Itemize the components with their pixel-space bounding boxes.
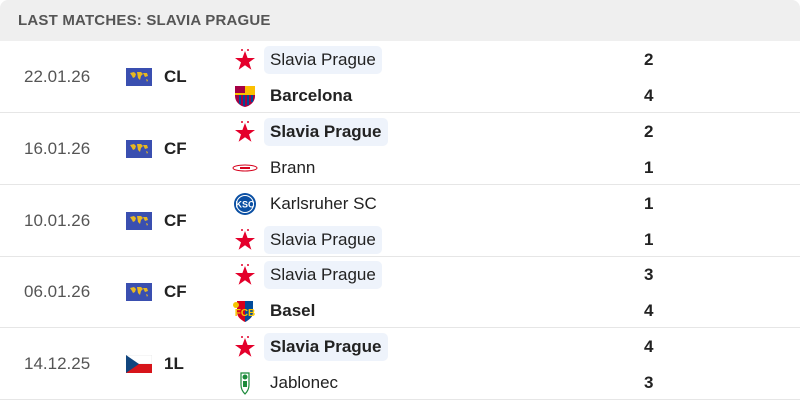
team-away: Brann 1	[232, 153, 792, 183]
team-name[interactable]: Jablonec	[270, 373, 339, 393]
team-name[interactable]: Slavia Prague	[264, 46, 382, 74]
team-name[interactable]: Karlsruher SC	[270, 193, 377, 213]
world-flag-icon	[126, 68, 152, 86]
match-date: 14.12.25	[24, 354, 91, 374]
match-row[interactable]: 06.01.26 CF Slavia Prague 3 FCB Basel 4	[0, 256, 800, 329]
slavia-star-icon	[232, 48, 258, 72]
competition-label: CL	[164, 67, 187, 86]
team-score: 3	[644, 373, 654, 393]
team-home: Slavia Prague 2	[232, 45, 792, 75]
match-date: 16.01.26	[24, 138, 91, 158]
barcelona-crest-icon	[232, 84, 258, 108]
team-score: 4	[644, 337, 654, 357]
world-flag-icon	[126, 283, 152, 302]
ksc-logo-icon: KSC	[232, 192, 258, 216]
team-score: 2	[644, 121, 654, 141]
team-name[interactable]: Slavia Prague	[264, 225, 382, 254]
competition-label: CF	[164, 282, 187, 302]
team-home: Slavia Prague 4	[232, 332, 792, 362]
match-row[interactable]: 22.01.26 CL Slavia Prague 2 Barcelona 4	[0, 41, 800, 113]
team-score: 4	[644, 301, 654, 321]
team-home: Slavia Prague 2	[232, 117, 792, 147]
team-score: 1	[644, 229, 654, 249]
team-score: 4	[644, 86, 654, 105]
match-row[interactable]: 10.01.26 CF KSC Karlsruher SC 1 Slavia P…	[0, 185, 800, 257]
slavia-star-icon	[232, 228, 258, 252]
team-away: Slavia Prague 1	[232, 225, 792, 255]
slavia-star-icon	[232, 120, 258, 144]
team-score: 2	[644, 50, 654, 69]
team-name[interactable]: Basel	[270, 301, 316, 321]
competition-label: 1L	[164, 354, 184, 374]
team-score: 1	[644, 193, 654, 213]
team-name[interactable]: Slavia Prague	[264, 333, 388, 362]
team-name[interactable]: Brann	[270, 157, 316, 177]
team-score: 1	[644, 157, 654, 177]
czech-flag-icon	[125, 354, 153, 374]
team-name[interactable]: Slavia Prague	[264, 117, 388, 146]
team-name[interactable]: Slavia Prague	[264, 261, 382, 290]
team-away: Jablonec 3	[232, 368, 792, 398]
competition-label: CF	[164, 210, 187, 230]
team-home: Slavia Prague 3	[232, 260, 792, 290]
match-row[interactable]: 16.01.26 CF Slavia Prague 2 Brann 1	[0, 113, 800, 185]
slavia-star-icon	[232, 263, 258, 287]
svg-text:FCB: FCB	[235, 308, 256, 319]
basel-crest-icon: FCB	[232, 299, 258, 323]
team-away: Barcelona 4	[232, 81, 792, 111]
match-date: 06.01.26	[24, 282, 91, 302]
section-header: LAST MATCHES: SLAVIA PRAGUE	[0, 0, 800, 41]
match-date: 10.01.26	[24, 210, 91, 230]
svg-text:KSC: KSC	[235, 199, 255, 209]
world-flag-icon	[126, 139, 152, 158]
team-score: 3	[644, 265, 654, 285]
team-away: FCB Basel 4	[232, 296, 792, 326]
match-date: 22.01.26	[24, 67, 91, 86]
team-name[interactable]: Barcelona	[270, 86, 353, 105]
competition-label: CF	[164, 138, 187, 158]
slavia-star-icon	[232, 335, 258, 359]
brann-logo-icon	[232, 156, 258, 180]
match-row[interactable]: 14.12.25 1L Slavia Prague 4 Jablonec 3	[0, 328, 800, 400]
jablonec-crest-icon	[232, 371, 258, 396]
world-flag-icon	[126, 211, 152, 230]
section-title: LAST MATCHES: SLAVIA PRAGUE	[18, 12, 271, 29]
team-home: KSC Karlsruher SC 1	[232, 189, 792, 219]
